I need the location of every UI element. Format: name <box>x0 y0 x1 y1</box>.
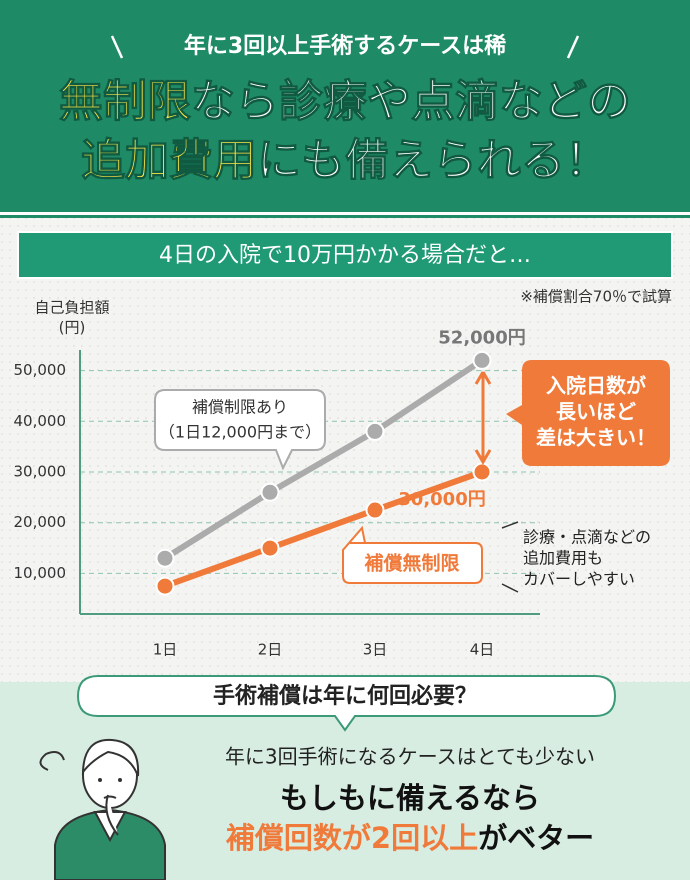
note-text: カバーしやすい <box>523 570 635 589</box>
y-tick-label: 20,000 <box>14 513 67 531</box>
header-title: 無制限なら診療や点滴などの <box>59 76 631 127</box>
data-point <box>155 548 175 568</box>
footer-question: 手術補償は年に何回必要？ <box>213 683 477 709</box>
difference-arrow <box>474 371 492 465</box>
x-tick-label: 3日 <box>363 641 388 659</box>
header-title: 追加費用にも備えられる！ <box>81 135 609 186</box>
footer-line: 年に3回手術になるケースはとても少ない <box>225 745 595 769</box>
data-point <box>365 421 385 441</box>
y-axis-label: (円) <box>59 319 86 337</box>
header-rule <box>0 212 690 215</box>
legend-subtitle: （1日12,000円まで） <box>159 423 321 442</box>
data-point <box>260 538 280 558</box>
footer-line: 補償回数が2回以上がベター <box>225 821 594 855</box>
note-line <box>501 583 519 593</box>
y-tick-label: 50,000 <box>14 361 67 379</box>
question-bubble <box>76 675 617 732</box>
legend-label: 補償制限あり <box>192 398 288 417</box>
chart-note: ※補償割合70％で試算 <box>520 288 672 306</box>
legend-label: 補償無制限 <box>363 552 459 575</box>
series-line <box>163 469 484 589</box>
header-band <box>0 0 690 212</box>
y-axis-label: 自己負担額 <box>34 299 109 317</box>
footer-line: もしもに備えるなら <box>280 781 540 815</box>
x-tick-label: 4日 <box>470 641 495 659</box>
difference-text: 差は大きい！ <box>536 426 656 450</box>
note-text: 診療・点滴などの <box>523 528 651 547</box>
deco <box>566 35 580 59</box>
header-rule <box>0 215 690 218</box>
note-text: 追加費用も <box>523 549 603 568</box>
plot: 10,000 20,000 30,000 40,000 50,000 1日 2日 3日 4日 52… <box>14 327 540 659</box>
value-label: 30,000円 <box>398 489 485 510</box>
difference-text: 入院日数が <box>546 374 646 398</box>
x-tick-label: 1日 <box>153 641 178 659</box>
x-tick-label: 2日 <box>258 641 283 659</box>
y-tick-label: 40,000 <box>14 412 67 430</box>
data-point <box>472 462 492 482</box>
y-tick-label: 30,000 <box>14 463 67 481</box>
difference-text: 長いほど <box>556 400 636 424</box>
deco <box>110 35 124 59</box>
chart-title-band <box>17 231 673 279</box>
data-point <box>472 350 492 370</box>
legend-box <box>154 389 326 471</box>
header-subtitle: 年に3回以上手術するケースは稀 <box>184 33 506 59</box>
data-point <box>365 500 385 520</box>
note-line <box>501 521 519 529</box>
y-tick-label: 10,000 <box>14 564 67 582</box>
data-point <box>155 576 175 596</box>
person-illustration <box>39 738 166 880</box>
legend-box <box>342 525 483 584</box>
difference-callout <box>506 360 670 466</box>
chart-title: 4日の入院で10万円かかる場合だと… <box>159 243 531 268</box>
series-line <box>163 357 484 561</box>
data-point <box>260 482 280 502</box>
value-label: 52,000円 <box>438 327 525 348</box>
